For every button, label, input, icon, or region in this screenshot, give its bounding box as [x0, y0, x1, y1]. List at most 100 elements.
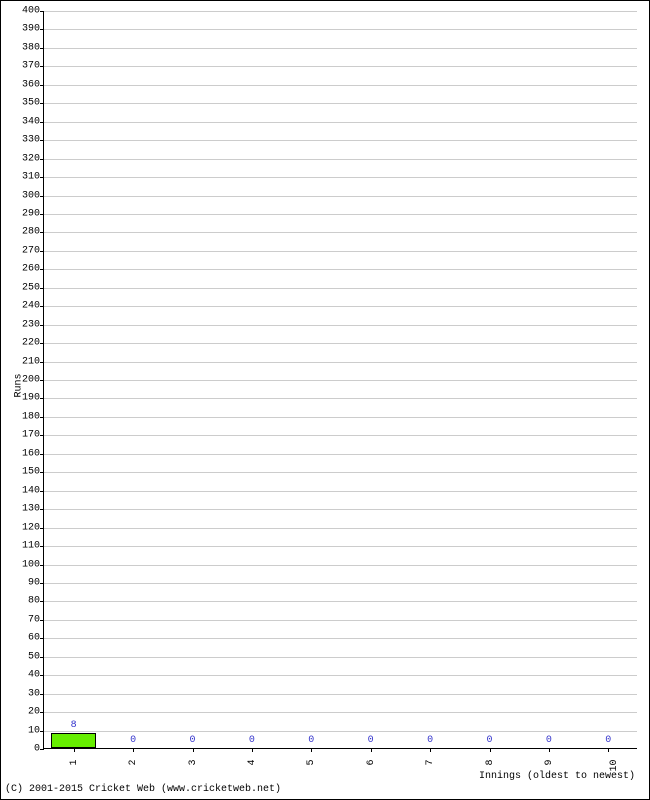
x-tick-label: 7: [425, 760, 436, 766]
bar-value-label: 0: [249, 735, 255, 746]
gridline: [44, 214, 637, 215]
gridline: [44, 528, 637, 529]
gridline: [44, 325, 637, 326]
bar-value-label: 0: [308, 735, 314, 746]
y-tick-label: 250: [22, 282, 44, 293]
gridline: [44, 398, 637, 399]
gridline: [44, 269, 637, 270]
x-tick-label: 2: [128, 760, 139, 766]
y-tick-label: 140: [22, 485, 44, 496]
y-tick-label: 240: [22, 301, 44, 312]
y-tick-label: 70: [28, 614, 44, 625]
gridline: [44, 306, 637, 307]
y-tick-label: 160: [22, 448, 44, 459]
y-tick-label: 180: [22, 411, 44, 422]
x-tick-mark: [311, 748, 312, 752]
gridline: [44, 675, 637, 676]
y-tick-label: 230: [22, 319, 44, 330]
bar: [51, 733, 96, 748]
y-tick-label: 270: [22, 245, 44, 256]
gridline: [44, 491, 637, 492]
gridline: [44, 712, 637, 713]
y-tick-label: 10: [28, 725, 44, 736]
bar-value-label: 0: [486, 735, 492, 746]
gridline: [44, 85, 637, 86]
gridline: [44, 251, 637, 252]
gridline: [44, 546, 637, 547]
chart-container: 0102030405060708090100110120130140150160…: [0, 0, 650, 800]
gridline: [44, 657, 637, 658]
x-tick-label: 3: [188, 760, 199, 766]
gridline: [44, 11, 637, 12]
y-tick-label: 370: [22, 61, 44, 72]
y-tick-label: 110: [22, 541, 44, 552]
gridline: [44, 362, 637, 363]
gridline: [44, 472, 637, 473]
y-tick-label: 300: [22, 190, 44, 201]
x-tick-label: 1: [69, 760, 80, 766]
plot-area: 0102030405060708090100110120130140150160…: [43, 11, 637, 749]
x-tick-mark: [193, 748, 194, 752]
footer-copyright: (C) 2001-2015 Cricket Web (www.cricketwe…: [5, 784, 281, 795]
bar-value-label: 0: [427, 735, 433, 746]
y-tick-label: 0: [34, 744, 44, 755]
y-tick-label: 100: [22, 559, 44, 570]
y-tick-label: 170: [22, 430, 44, 441]
y-axis-label: Runs: [14, 373, 25, 397]
gridline: [44, 417, 637, 418]
y-tick-label: 90: [28, 577, 44, 588]
gridline: [44, 177, 637, 178]
y-tick-label: 400: [22, 6, 44, 17]
y-tick-label: 330: [22, 135, 44, 146]
y-tick-label: 340: [22, 116, 44, 127]
x-tick-mark: [608, 748, 609, 752]
x-tick-mark: [133, 748, 134, 752]
y-tick-label: 40: [28, 670, 44, 681]
y-tick-label: 290: [22, 208, 44, 219]
y-tick-label: 220: [22, 338, 44, 349]
gridline: [44, 29, 637, 30]
bar-value-label: 8: [71, 720, 77, 731]
gridline: [44, 731, 637, 732]
x-tick-label: 8: [485, 760, 496, 766]
y-tick-label: 20: [28, 707, 44, 718]
gridline: [44, 380, 637, 381]
x-tick-mark: [74, 748, 75, 752]
gridline: [44, 565, 637, 566]
bar-value-label: 0: [605, 735, 611, 746]
gridline: [44, 159, 637, 160]
gridline: [44, 620, 637, 621]
y-tick-label: 380: [22, 42, 44, 53]
gridline: [44, 601, 637, 602]
gridline: [44, 288, 637, 289]
x-tick-label: 9: [544, 760, 555, 766]
x-tick-label: 10: [609, 760, 620, 772]
y-tick-label: 130: [22, 504, 44, 515]
bar-value-label: 0: [368, 735, 374, 746]
gridline: [44, 103, 637, 104]
gridline: [44, 694, 637, 695]
gridline: [44, 140, 637, 141]
y-tick-label: 150: [22, 467, 44, 478]
gridline: [44, 48, 637, 49]
x-tick-mark: [549, 748, 550, 752]
bar-value-label: 0: [189, 735, 195, 746]
x-tick-mark: [490, 748, 491, 752]
y-tick-label: 190: [22, 393, 44, 404]
x-tick-mark: [252, 748, 253, 752]
gridline: [44, 66, 637, 67]
y-tick-label: 360: [22, 79, 44, 90]
x-tick-label: 5: [306, 760, 317, 766]
y-tick-label: 60: [28, 633, 44, 644]
y-tick-label: 50: [28, 651, 44, 662]
gridline: [44, 196, 637, 197]
y-tick-label: 310: [22, 172, 44, 183]
gridline: [44, 454, 637, 455]
gridline: [44, 343, 637, 344]
x-tick-mark: [371, 748, 372, 752]
x-axis-label: Innings (oldest to newest): [479, 771, 635, 782]
y-tick-label: 390: [22, 24, 44, 35]
y-tick-label: 350: [22, 98, 44, 109]
x-tick-label: 4: [247, 760, 258, 766]
bar-value-label: 0: [546, 735, 552, 746]
